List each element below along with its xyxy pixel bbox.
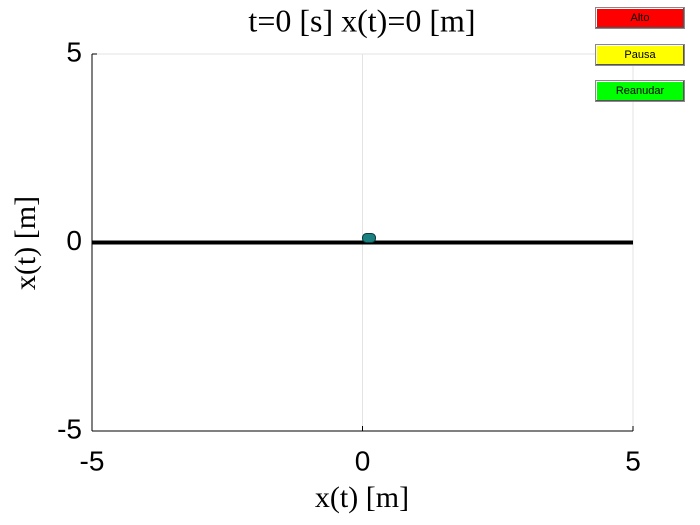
button[interactable]: Alto (595, 7, 685, 29)
y-tick-label: 5 (66, 36, 82, 67)
marker (362, 233, 376, 243)
y-tick-label: -5 (57, 413, 82, 444)
x-tick-label: 0 (355, 445, 371, 476)
x-tick-label: 5 (625, 445, 641, 476)
x-tick-label: -5 (80, 445, 105, 476)
chart-title: t=0 [s] x(t)=0 [m] (248, 2, 475, 38)
button[interactable]: Pausa (595, 43, 685, 66)
y-axis-label: x(t) [m] (9, 196, 42, 290)
y-tick-label: 0 (66, 225, 82, 256)
x-axis-label: x(t) [m] (315, 481, 409, 514)
button[interactable]: Reanudar (595, 80, 685, 102)
